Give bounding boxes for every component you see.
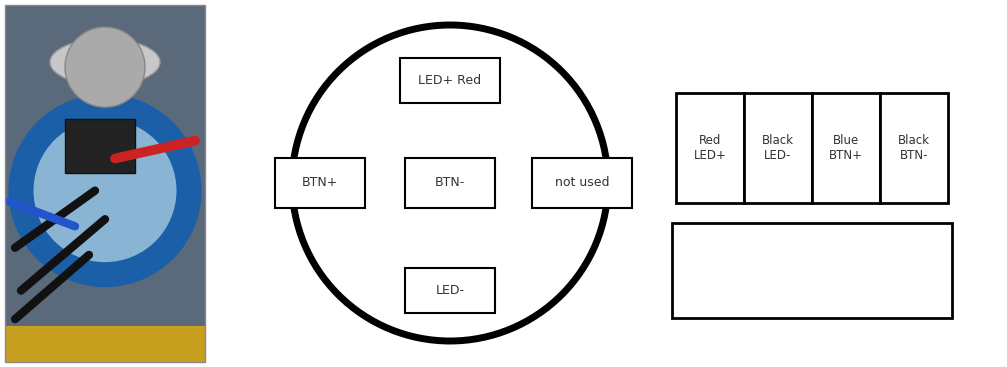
Circle shape [292, 25, 608, 341]
Text: BTN+: BTN+ [302, 177, 338, 189]
Bar [532, 158, 632, 208]
Bar [275, 158, 365, 208]
Bar [5, 326, 205, 362]
Bar [405, 268, 495, 312]
Bar [5, 5, 205, 362]
Text: LED-: LED- [435, 283, 464, 297]
Text: Red
LED+: Red LED+ [694, 134, 726, 162]
Text: LED+ Red: LED+ Red [419, 73, 481, 87]
Bar [65, 119, 135, 173]
Bar [676, 93, 744, 203]
Circle shape [21, 107, 189, 275]
Ellipse shape [50, 39, 160, 85]
Bar [812, 93, 880, 203]
Bar [5, 5, 205, 362]
Bar [400, 58, 500, 102]
Bar [672, 222, 952, 317]
Text: BTN-: BTN- [435, 177, 465, 189]
Text: not used: not used [555, 177, 609, 189]
Bar [880, 93, 948, 203]
Text: Blue
BTN+: Blue BTN+ [829, 134, 863, 162]
Circle shape [65, 27, 145, 107]
Text: Black
BTN-: Black BTN- [898, 134, 930, 162]
Bar [405, 158, 495, 208]
Bar [744, 93, 812, 203]
Text: Black
LED-: Black LED- [762, 134, 794, 162]
